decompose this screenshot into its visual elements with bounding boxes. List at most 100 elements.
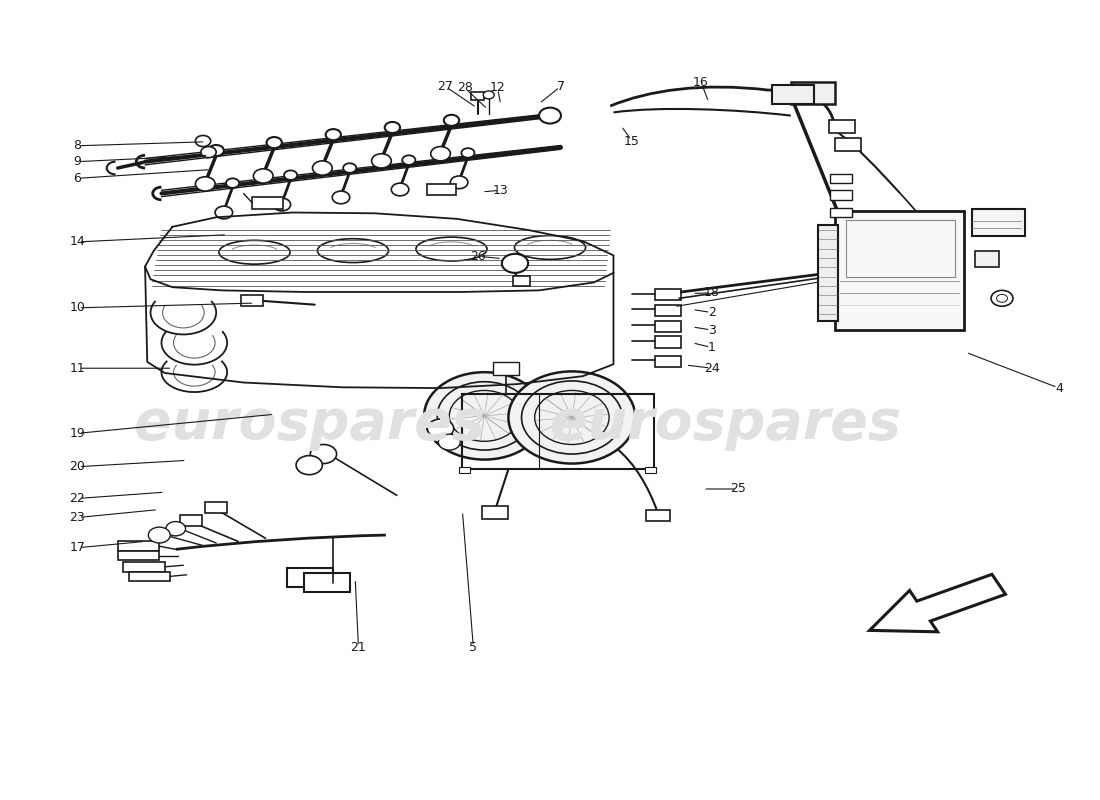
Text: 26: 26 xyxy=(470,250,485,262)
Circle shape xyxy=(392,183,409,196)
Bar xyxy=(304,573,350,592)
Bar xyxy=(241,295,263,306)
Text: 1: 1 xyxy=(708,341,716,354)
Bar xyxy=(830,174,852,183)
Circle shape xyxy=(332,191,350,204)
Bar xyxy=(493,362,519,374)
Bar xyxy=(772,85,814,104)
Circle shape xyxy=(539,108,561,123)
Circle shape xyxy=(403,155,416,165)
Bar xyxy=(791,82,835,105)
FancyArrow shape xyxy=(870,574,1005,632)
Circle shape xyxy=(502,254,528,273)
Bar xyxy=(835,211,964,330)
Bar xyxy=(647,510,670,521)
Circle shape xyxy=(226,178,239,188)
Circle shape xyxy=(253,169,273,183)
Text: 6: 6 xyxy=(74,172,81,185)
Circle shape xyxy=(431,146,450,161)
Text: 13: 13 xyxy=(493,184,508,197)
Bar xyxy=(513,276,530,286)
Text: eurospares: eurospares xyxy=(134,397,485,451)
Circle shape xyxy=(196,177,216,191)
Bar xyxy=(129,571,170,581)
Bar xyxy=(656,321,681,332)
Text: 25: 25 xyxy=(730,482,746,495)
Circle shape xyxy=(425,372,544,459)
Circle shape xyxy=(266,137,282,148)
Bar xyxy=(287,569,333,587)
Text: 24: 24 xyxy=(704,362,719,374)
Circle shape xyxy=(201,146,217,158)
Text: 11: 11 xyxy=(69,362,85,374)
Circle shape xyxy=(216,206,232,219)
Circle shape xyxy=(166,522,186,536)
Circle shape xyxy=(326,129,341,140)
Text: 8: 8 xyxy=(74,139,81,152)
Text: 3: 3 xyxy=(708,323,716,337)
Bar xyxy=(252,197,283,210)
Text: 17: 17 xyxy=(69,542,85,554)
Bar xyxy=(656,337,681,347)
Text: 10: 10 xyxy=(69,302,85,314)
Bar xyxy=(830,208,852,218)
Bar xyxy=(846,220,955,277)
Circle shape xyxy=(196,135,211,146)
Circle shape xyxy=(372,154,392,168)
Bar xyxy=(482,506,508,519)
Text: 27: 27 xyxy=(437,80,453,93)
Text: 20: 20 xyxy=(69,460,85,474)
Circle shape xyxy=(443,114,459,126)
Text: 19: 19 xyxy=(69,427,85,440)
Bar xyxy=(975,250,999,266)
Circle shape xyxy=(209,145,224,156)
Bar xyxy=(118,551,160,561)
Circle shape xyxy=(310,445,337,463)
Text: 4: 4 xyxy=(1055,382,1063,394)
Bar xyxy=(972,210,1025,236)
Text: 7: 7 xyxy=(557,80,565,93)
Bar xyxy=(818,226,838,321)
Bar xyxy=(428,184,455,195)
Bar xyxy=(830,190,852,200)
Circle shape xyxy=(991,290,1013,306)
Circle shape xyxy=(483,91,494,99)
Text: 2: 2 xyxy=(708,306,716,319)
Bar xyxy=(206,502,227,513)
Circle shape xyxy=(461,148,474,158)
Text: 23: 23 xyxy=(69,511,85,524)
Circle shape xyxy=(428,419,453,438)
Bar xyxy=(471,92,484,100)
Circle shape xyxy=(284,170,297,180)
Text: 21: 21 xyxy=(351,642,366,654)
Text: 14: 14 xyxy=(69,235,85,249)
Circle shape xyxy=(343,163,356,173)
Bar xyxy=(123,562,165,571)
Circle shape xyxy=(312,161,332,175)
Text: 28: 28 xyxy=(456,82,473,94)
Bar xyxy=(656,355,681,366)
Text: 12: 12 xyxy=(490,82,505,94)
Text: 18: 18 xyxy=(704,286,719,299)
Bar xyxy=(118,542,160,551)
Bar xyxy=(835,138,861,150)
Bar xyxy=(656,289,681,300)
Text: 5: 5 xyxy=(470,642,477,654)
Text: 16: 16 xyxy=(693,76,708,89)
Bar xyxy=(459,466,470,473)
Circle shape xyxy=(296,456,322,474)
Text: 9: 9 xyxy=(74,155,81,168)
Circle shape xyxy=(508,371,636,463)
Circle shape xyxy=(148,527,170,543)
Circle shape xyxy=(273,198,290,211)
Bar xyxy=(829,120,856,133)
Bar xyxy=(462,394,654,469)
Text: 22: 22 xyxy=(69,492,85,505)
Text: 15: 15 xyxy=(624,134,640,147)
Circle shape xyxy=(450,176,468,189)
Circle shape xyxy=(439,434,460,450)
Bar xyxy=(180,515,202,526)
Bar xyxy=(646,466,657,473)
Circle shape xyxy=(385,122,400,133)
Text: eurospares: eurospares xyxy=(550,397,901,451)
